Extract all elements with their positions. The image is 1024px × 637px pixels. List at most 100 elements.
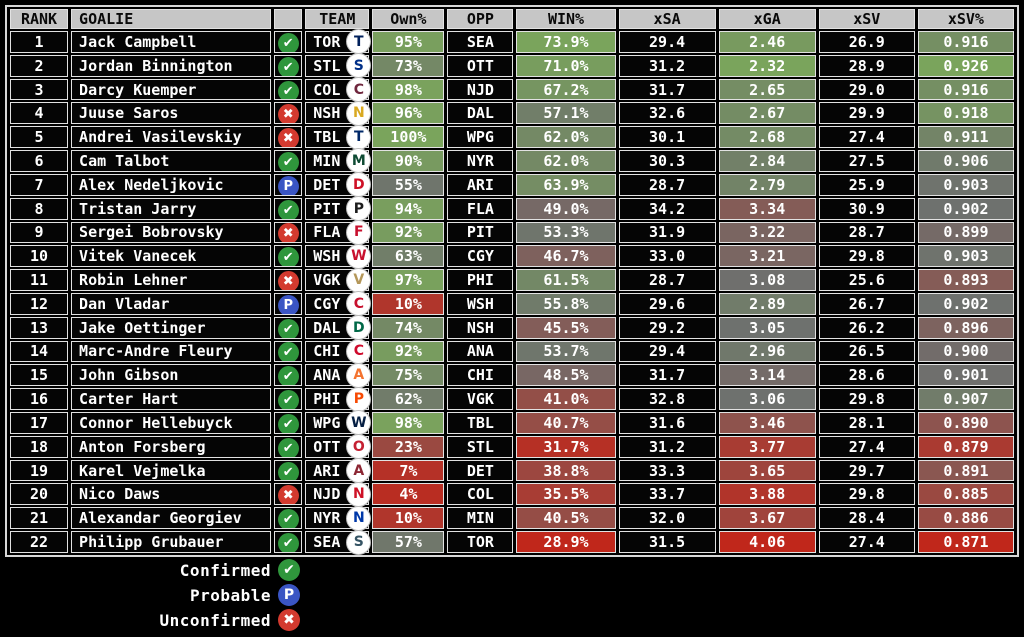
xsv-cell: 25.6 <box>818 269 915 291</box>
rank-cell: 15 <box>10 364 69 387</box>
xga-cell: 2.96 <box>718 340 816 363</box>
rank-cell: 18 <box>10 435 69 458</box>
team-logo-icon: N <box>346 481 372 507</box>
confirmed-status-icon: ✔ <box>277 413 299 433</box>
col-header-own-pct[interactable]: Own% <box>372 9 445 29</box>
opponent-cell: ANA <box>447 340 514 363</box>
legend-label: Unconfirmed <box>159 610 271 630</box>
xsv-cell: 29.8 <box>818 483 915 506</box>
opponent-cell: DAL <box>447 102 514 125</box>
opponent-cell: WPG <box>447 126 514 149</box>
team-logo-icon: M <box>346 148 372 174</box>
win-pct-cell: 40.7% <box>516 412 616 434</box>
col-header-rank[interactable]: RANK <box>10 9 69 29</box>
xsa-cell: 30.1 <box>618 126 716 149</box>
xsv-cell: 26.9 <box>818 31 915 53</box>
table-row: 2 Jordan Binnington ✔ STL S 73% OTT 71.0… <box>10 53 1014 79</box>
confirmed-status-icon: ✔ <box>277 461 299 481</box>
xsa-cell: 33.3 <box>618 459 716 482</box>
team-cell: CHI C <box>305 338 372 364</box>
rank-cell: 16 <box>10 388 69 410</box>
goalie-name-cell: Dan Vladar <box>71 292 272 315</box>
legend-item-confirmed: Confirmed ✔ <box>180 559 300 581</box>
opponent-cell: STL <box>447 435 514 458</box>
rank-cell: 10 <box>10 245 69 268</box>
confirmed-status-icon: ✔ <box>277 533 299 553</box>
status-cell: ✔ <box>274 245 303 268</box>
team-cell: DET D <box>305 172 372 198</box>
team-logo-icon: A <box>346 458 372 484</box>
goalie-name-cell: Jake Oettinger <box>71 316 272 339</box>
xsa-cell: 33.0 <box>618 245 716 268</box>
win-pct-cell: 71.0% <box>516 54 616 77</box>
status-cell: ✔ <box>274 31 303 53</box>
rank-cell: 1 <box>10 31 69 53</box>
status-cell: ✔ <box>274 340 303 363</box>
ownership-cell: 7% <box>372 459 445 482</box>
xsa-cell: 28.7 <box>618 173 716 196</box>
ownership-cell: 10% <box>372 507 445 530</box>
confirmed-status-icon: ✔ <box>277 247 299 267</box>
xga-cell: 3.05 <box>718 316 816 339</box>
xsa-cell: 29.2 <box>618 316 716 339</box>
rank-cell: 13 <box>10 316 69 339</box>
team-cell: TOR T <box>305 29 372 55</box>
opponent-cell: COL <box>447 483 514 506</box>
col-header-status[interactable] <box>274 9 303 29</box>
confirmed-status-icon: ✔ <box>277 342 299 362</box>
table-row: 12 Dan Vladar P CGY C 10% WSH 55.8% 29.6… <box>10 291 1014 317</box>
table-row: 5 Andrei Vasilevskiy ✖ TBL T 100% WPG 62… <box>10 124 1014 150</box>
win-pct-cell: 46.7% <box>516 245 616 268</box>
col-header-xsv[interactable]: xSV <box>818 9 915 29</box>
team-abbr: CHI <box>313 342 341 361</box>
table-row: 15 John Gibson ✔ ANA A 75% CHI 48.5% 31.… <box>10 362 1014 388</box>
xsa-cell: 29.4 <box>618 340 716 363</box>
team-logo-icon: N <box>346 505 372 531</box>
col-header-win-pct[interactable]: WIN% <box>516 9 616 29</box>
team-abbr: COL <box>313 80 341 99</box>
col-header-goalie[interactable]: GOALIE <box>71 9 272 29</box>
team-cell: PIT P <box>305 196 372 222</box>
goalie-name-cell: Carter Hart <box>71 388 272 410</box>
goalie-name-cell: Jack Campbell <box>71 31 272 53</box>
xsv-pct-cell: 0.902 <box>917 292 1014 315</box>
opponent-cell: NSH <box>447 316 514 339</box>
table-row: 1 Jack Campbell ✔ TOR T 95% SEA 73.9% 29… <box>10 29 1014 55</box>
team-logo-icon: A <box>346 362 372 388</box>
ownership-cell: 95% <box>372 31 445 53</box>
rank-cell: 21 <box>10 507 69 530</box>
xsv-pct-cell: 0.886 <box>917 507 1014 530</box>
col-header-xsv-pct[interactable]: xSV% <box>917 9 1014 29</box>
status-cell: ✔ <box>274 364 303 387</box>
xga-cell: 3.65 <box>718 459 816 482</box>
xsa-cell: 31.7 <box>618 364 716 387</box>
status-cell: ✔ <box>274 412 303 434</box>
unconfirmed-status-icon: ✖ <box>277 104 299 124</box>
xsa-cell: 31.2 <box>618 435 716 458</box>
table-row: 9 Sergei Bobrovsky ✖ FLA F 92% PIT 53.3%… <box>10 219 1014 245</box>
team-logo-icon: T <box>346 29 372 55</box>
table-row: 13 Jake Oettinger ✔ DAL D 74% NSH 45.5% … <box>10 315 1014 341</box>
rank-cell: 12 <box>10 292 69 315</box>
win-pct-cell: 41.0% <box>516 388 616 410</box>
opponent-cell: PHI <box>447 269 514 291</box>
xsv-cell: 28.7 <box>818 221 915 244</box>
ownership-cell: 10% <box>372 292 445 315</box>
win-pct-cell: 35.5% <box>516 483 616 506</box>
team-logo-icon: N <box>346 100 372 126</box>
col-header-team[interactable]: TEAM <box>305 9 370 29</box>
team-cell: WSH W <box>305 243 372 269</box>
legend-label: Confirmed <box>179 560 271 580</box>
status-cell: P <box>274 292 303 315</box>
rank-cell: 3 <box>10 78 69 101</box>
xsa-cell: 31.2 <box>618 54 716 77</box>
xsa-cell: 31.6 <box>618 412 716 434</box>
col-header-xga[interactable]: xGA <box>718 9 816 29</box>
xsv-pct-cell: 0.893 <box>917 269 1014 291</box>
col-header-xsa[interactable]: xSA <box>618 9 716 29</box>
col-header-opp[interactable]: OPP <box>447 9 514 29</box>
goalie-name-cell: Karel Vejmelka <box>71 459 272 482</box>
legend-item-probable: Probable P <box>190 584 300 606</box>
team-cell: PHI P <box>305 386 372 412</box>
xga-cell: 3.22 <box>718 221 816 244</box>
